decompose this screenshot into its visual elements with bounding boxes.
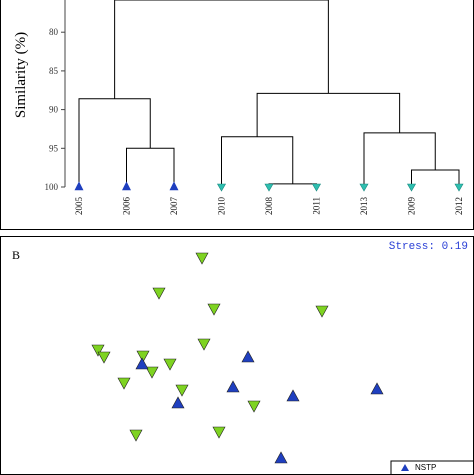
leaf-marker-2010 bbox=[216, 183, 227, 192]
point-down-8 bbox=[163, 358, 177, 371]
y-tick-label-80: 80 bbox=[49, 27, 59, 37]
branch-merge-4 bbox=[363, 132, 436, 187]
point-up-0 bbox=[241, 350, 255, 363]
leaf-label-2011: 2011 bbox=[312, 197, 322, 215]
branch-merge-6 bbox=[256, 92, 401, 137]
mds-points bbox=[91, 252, 384, 464]
point-down-4 bbox=[197, 338, 211, 351]
leaf-marker-2007 bbox=[169, 181, 179, 191]
point-down-13 bbox=[129, 429, 143, 442]
leaf-labels: 2005 2006 2007 2010 2008 2011 2013 2009 2012 bbox=[74, 197, 464, 216]
point-down-1 bbox=[152, 287, 166, 300]
leaf-marker-2008 bbox=[264, 183, 274, 192]
branch-merge-0 bbox=[268, 183, 317, 187]
y-tick-label-85: 85 bbox=[49, 66, 59, 76]
point-up-4 bbox=[286, 389, 300, 402]
point-down-5 bbox=[91, 344, 105, 357]
leaf-markers bbox=[74, 181, 464, 192]
branch-merge-5 bbox=[78, 98, 151, 187]
point-down-14 bbox=[212, 426, 226, 439]
y-ticks: 80 85 90 95 100 bbox=[45, 27, 65, 192]
point-up-5 bbox=[370, 382, 384, 395]
y-tick-label-95: 95 bbox=[49, 143, 59, 153]
stress-value: Stress: 0.19 bbox=[389, 241, 468, 253]
leaf-marker-2011 bbox=[311, 183, 322, 192]
leaf-marker-2006 bbox=[122, 181, 131, 191]
leaf-label-2013: 2013 bbox=[359, 197, 369, 216]
y-axis-label: Similarity (%) bbox=[13, 32, 29, 118]
point-down-11 bbox=[175, 384, 189, 397]
legend-box bbox=[390, 460, 473, 474]
legend-marker-triangle-up bbox=[401, 464, 409, 471]
leaf-marker-2005 bbox=[74, 181, 84, 191]
point-down-3 bbox=[315, 305, 329, 318]
branch-merge-1 bbox=[411, 169, 460, 187]
point-up-2 bbox=[226, 380, 240, 393]
leaf-label-2012: 2012 bbox=[454, 197, 464, 215]
leaf-label-2006: 2006 bbox=[122, 197, 132, 216]
mds-panel: B Stress: 0.19 NSTP bbox=[0, 236, 474, 475]
panel-label: B bbox=[12, 248, 20, 262]
y-tick-label-100: 100 bbox=[45, 182, 59, 192]
point-down-0 bbox=[195, 252, 209, 265]
point-down-2 bbox=[207, 303, 221, 316]
point-up-1 bbox=[135, 357, 149, 370]
point-up-6 bbox=[274, 451, 288, 464]
point-up-3 bbox=[171, 396, 185, 409]
leaf-label-2008: 2008 bbox=[264, 197, 274, 216]
legend-label: NSTP bbox=[415, 463, 436, 472]
leaf-marker-2012 bbox=[454, 183, 464, 192]
leaf-label-2007: 2007 bbox=[169, 197, 179, 216]
point-down-6 bbox=[97, 351, 111, 364]
dendrogram-panel: Similarity (%) 80 85 90 95 100 2005 2006 2007 2… bbox=[0, 0, 474, 230]
point-down-10 bbox=[117, 377, 131, 390]
branch-merge-3 bbox=[221, 136, 294, 187]
point-down-9 bbox=[145, 366, 159, 379]
leaf-label-2010: 2010 bbox=[217, 197, 227, 216]
point-down-12 bbox=[247, 400, 261, 413]
legend: NSTP bbox=[390, 460, 473, 474]
leaf-marker-2013 bbox=[359, 183, 369, 192]
y-tick-label-90: 90 bbox=[49, 105, 59, 115]
branch-merge-7 bbox=[114, 0, 329, 99]
leaf-label-2009: 2009 bbox=[407, 197, 417, 216]
mds-chart: B Stress: 0.19 NSTP bbox=[12, 241, 473, 474]
point-down-7 bbox=[136, 350, 150, 363]
leaf-label-2005: 2005 bbox=[74, 197, 84, 216]
leaf-marker-2009 bbox=[406, 183, 417, 192]
dendrogram-branches bbox=[78, 0, 460, 187]
branch-merge-2 bbox=[126, 147, 175, 187]
